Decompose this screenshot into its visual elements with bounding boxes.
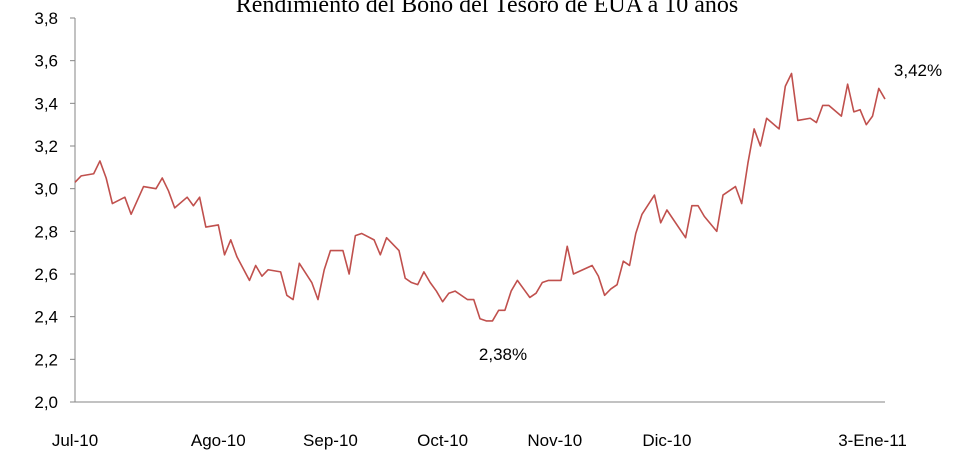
y-tick-label: 2,4 — [34, 308, 58, 327]
y-tick-label: 2,0 — [34, 393, 58, 412]
x-tick-label: Sep-10 — [303, 431, 358, 450]
x-tick-label: Ago-10 — [191, 431, 246, 450]
x-tick-label: 3-Ene-11 — [838, 431, 907, 450]
annotation: 3,42% — [894, 61, 942, 80]
x-tick-label: Dic-10 — [642, 431, 691, 450]
x-tick-label: Oct-10 — [417, 431, 468, 450]
y-tick-label: 3,2 — [34, 137, 58, 156]
y-tick-label: 2,6 — [34, 265, 58, 284]
y-tick-label: 3,4 — [34, 94, 58, 113]
x-tick-label: Nov-10 — [527, 431, 582, 450]
annotation: 2,38% — [479, 345, 527, 364]
y-tick-label: 2,2 — [34, 350, 58, 369]
chart-title: Rendimiento del Bono del Tesoro de EUA a… — [236, 0, 738, 18]
y-tick-label: 3,6 — [34, 52, 58, 71]
x-tick-label: Jul-10 — [52, 431, 98, 450]
y-tick-label: 3,0 — [34, 180, 58, 199]
y-tick-label: 2,8 — [34, 222, 58, 241]
line — [74, 72, 886, 322]
y-tick-label: 3,8 — [34, 9, 58, 28]
